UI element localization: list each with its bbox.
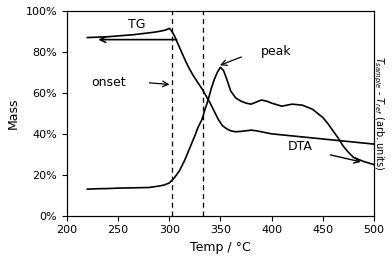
Text: peak: peak xyxy=(261,45,292,58)
Text: TG: TG xyxy=(128,19,145,31)
Text: DTA: DTA xyxy=(288,140,312,153)
Y-axis label: Mass: Mass xyxy=(7,98,20,129)
Text: onset: onset xyxy=(92,76,126,89)
X-axis label: Temp / °C: Temp / °C xyxy=(190,241,251,254)
Y-axis label: $T_{sample}$ - $T_{ref}$ (arb. units): $T_{sample}$ - $T_{ref}$ (arb. units) xyxy=(371,56,385,171)
